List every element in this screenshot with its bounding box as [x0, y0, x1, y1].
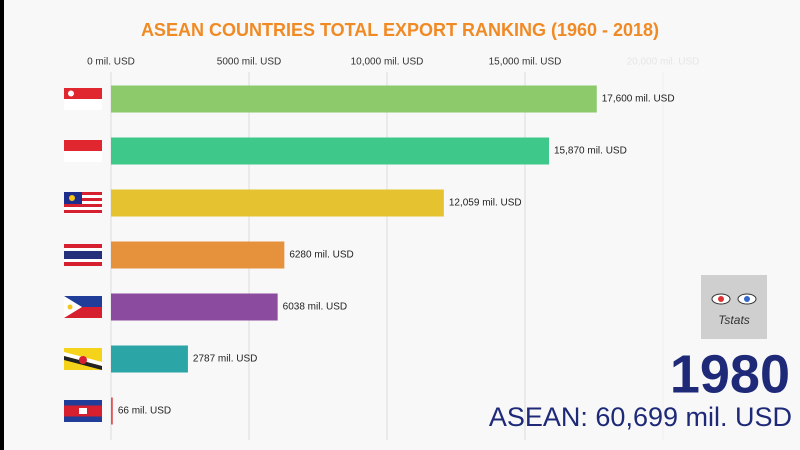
- bar: [111, 241, 285, 269]
- flags: [64, 88, 102, 422]
- flag: [64, 192, 102, 214]
- flag: [64, 88, 102, 110]
- value-label: 66 mil. USD: [118, 406, 171, 417]
- bar: [111, 293, 278, 321]
- total-label: ASEAN: 60,699 mil. USD: [489, 402, 792, 432]
- flag: [64, 140, 102, 162]
- value-label: 6038 mil. USD: [283, 302, 347, 313]
- flag: [64, 348, 102, 370]
- value-label: 12,059 mil. USD: [449, 198, 522, 209]
- chart-title: ASEAN COUNTRIES TOTAL EXPORT RANKING (19…: [141, 20, 659, 40]
- flag: [64, 400, 102, 422]
- value-label: 17,600 mil. USD: [602, 94, 675, 105]
- x-tick-label: 15,000 mil. USD: [489, 57, 562, 68]
- bar: [111, 397, 113, 425]
- logo-text: Tstats: [718, 313, 750, 327]
- bar: [111, 189, 444, 217]
- value-label: 15,870 mil. USD: [554, 146, 627, 157]
- value-label: 6280 mil. USD: [289, 250, 353, 261]
- logo: Tstats: [701, 275, 767, 339]
- background: [4, 0, 800, 450]
- flag: [64, 244, 102, 266]
- bar: [111, 85, 597, 113]
- year: 1980: [670, 344, 790, 404]
- x-tick-label: 5000 mil. USD: [217, 57, 281, 68]
- bars: 17,600 mil. USD 15,870 mil. USD 12,059 mil…: [111, 85, 675, 425]
- x-tick-label: 0 mil. USD: [87, 57, 135, 68]
- grid: 0 mil. USD 5000 mil. USD 10,000 mil. USD 15…: [87, 57, 699, 440]
- flag: [64, 296, 102, 318]
- x-tick-label: 10,000 mil. USD: [351, 57, 424, 68]
- bar: [111, 137, 550, 165]
- value-label: 2787 mil. USD: [193, 354, 257, 365]
- bar: [111, 345, 188, 373]
- x-tick-label: 20,000 mil. USD: [627, 57, 700, 68]
